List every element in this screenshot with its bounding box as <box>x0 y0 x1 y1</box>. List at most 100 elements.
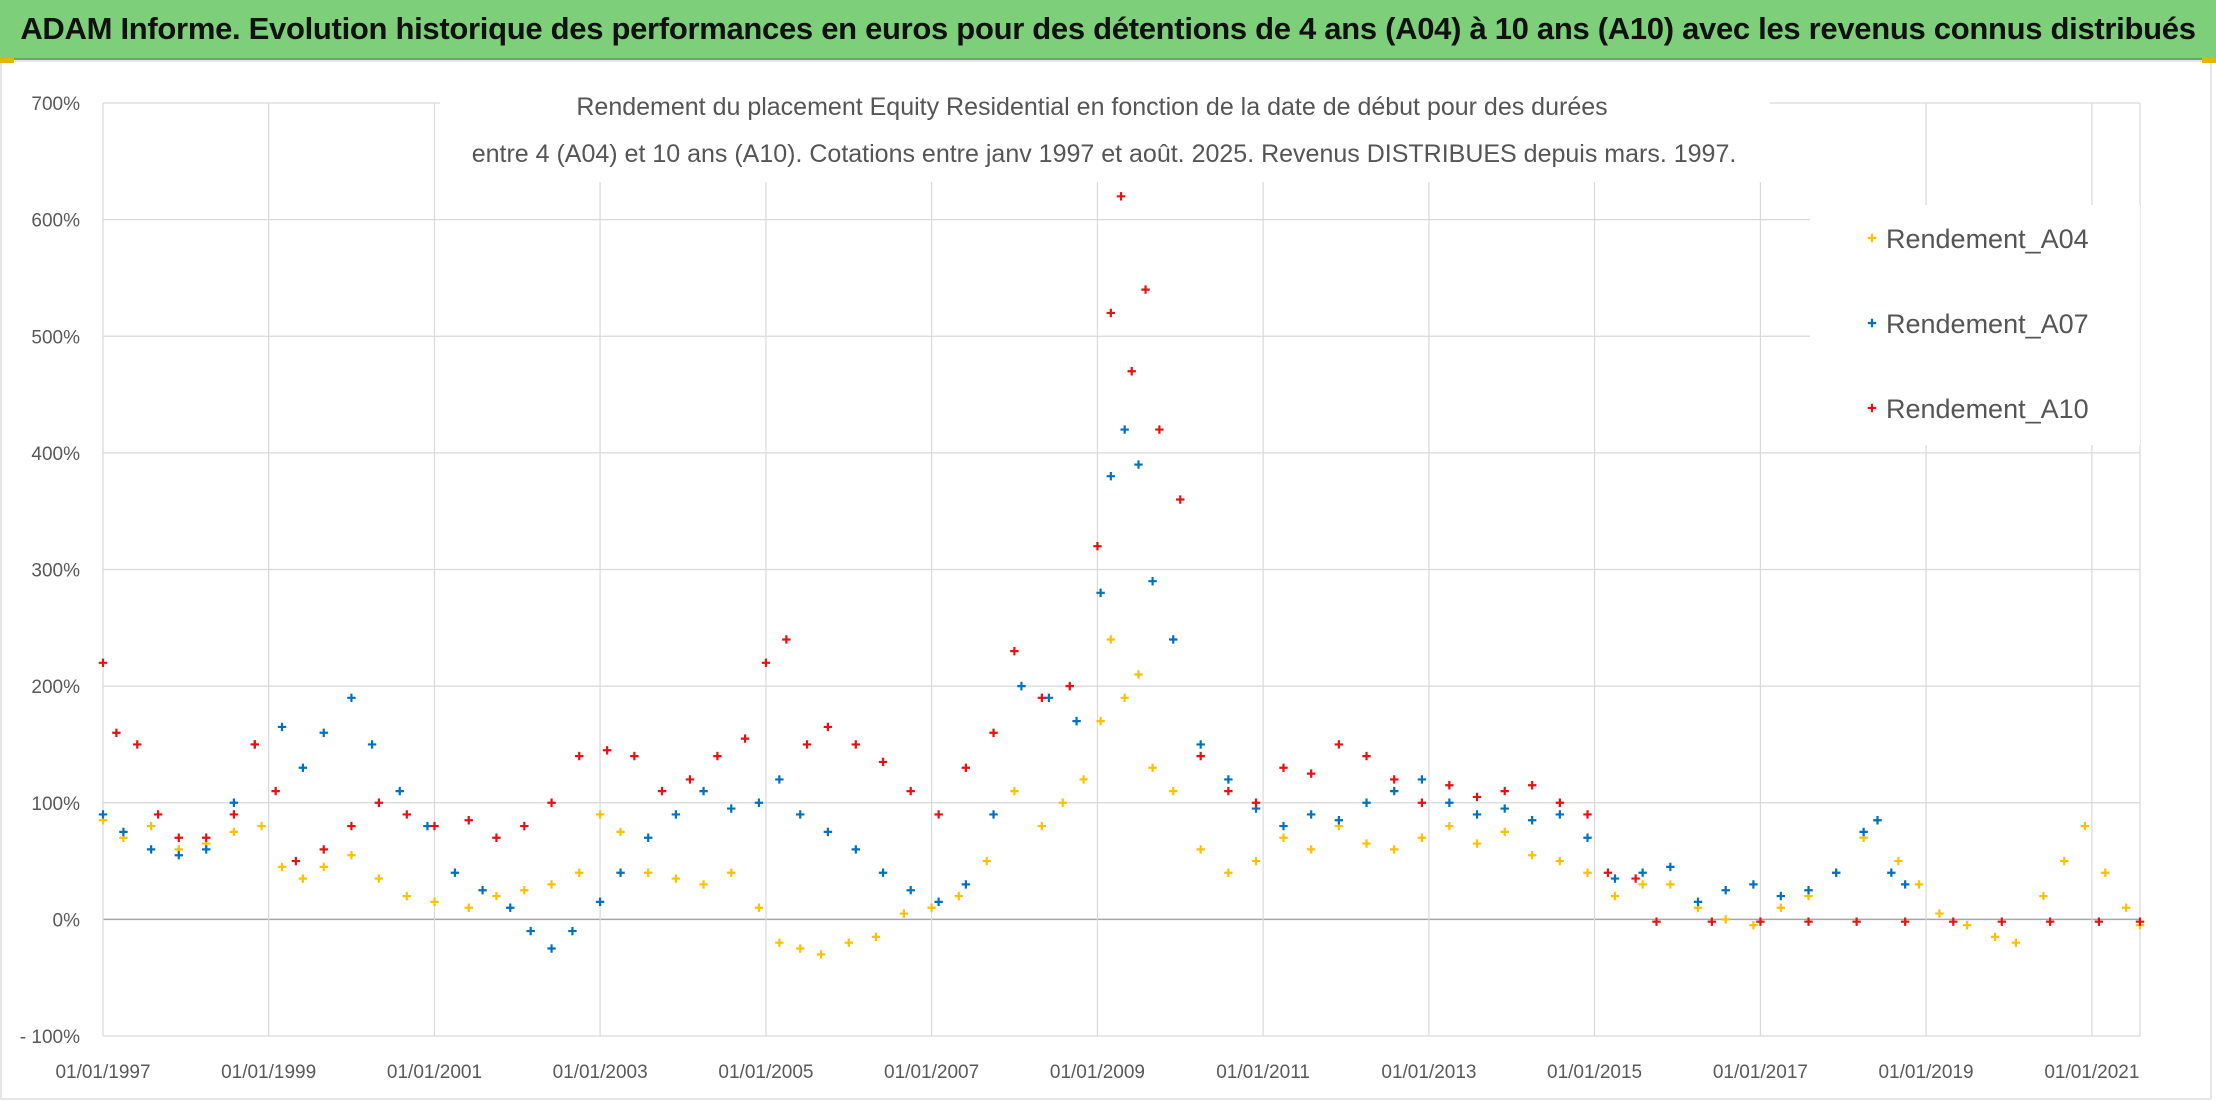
data-point <box>1106 635 1116 644</box>
data-point <box>1756 917 1765 926</box>
data-point <box>1390 845 1399 854</box>
data-point <box>1997 917 2007 926</box>
data-point <box>1776 903 1786 912</box>
data-point <box>1445 821 1454 831</box>
data-point <box>1306 845 1316 854</box>
data-point <box>1224 868 1233 877</box>
data-point <box>1096 716 1105 726</box>
x-tick-label: 01/01/1999 <box>221 1062 316 1083</box>
data-point <box>1279 763 1288 772</box>
data-point <box>347 821 356 831</box>
data-point <box>1037 693 1047 702</box>
data-point <box>575 751 584 761</box>
data-point <box>568 926 577 936</box>
data-point <box>616 827 625 837</box>
data-point <box>1120 425 1129 434</box>
data-point <box>430 821 439 831</box>
data-point <box>1500 804 1509 813</box>
data-point <box>727 804 736 813</box>
data-point <box>1472 792 1482 802</box>
data-point <box>1079 775 1088 784</box>
legend-label: Rendement_A04 <box>1886 224 2089 254</box>
data-point <box>699 786 708 796</box>
data-point <box>1196 740 1205 749</box>
data-point <box>1859 827 1868 837</box>
data-point <box>347 851 356 860</box>
data-point <box>796 810 805 819</box>
data-point <box>727 868 736 877</box>
y-tick-label: 400% <box>31 444 80 465</box>
data-point <box>1390 775 1399 784</box>
data-point <box>1093 541 1102 551</box>
data-point <box>1176 495 1185 504</box>
data-point <box>644 868 653 877</box>
data-point <box>1169 635 1178 644</box>
data-point <box>520 886 529 895</box>
data-point <box>402 891 412 901</box>
data-point <box>202 845 211 854</box>
data-point <box>1527 781 1537 790</box>
frame-corner-mark <box>2202 58 2216 63</box>
data-point <box>1116 192 1126 201</box>
data-point <box>1134 460 1143 469</box>
data-point <box>319 728 328 737</box>
data-point <box>146 845 156 854</box>
data-point <box>319 862 328 872</box>
data-point <box>657 786 667 796</box>
data-point <box>319 845 328 854</box>
data-point <box>1583 810 1592 819</box>
chart-title-background <box>440 86 1770 182</box>
data-point <box>1169 786 1178 796</box>
legend-label: Rendement_A07 <box>1886 309 2089 339</box>
data-point <box>844 938 853 947</box>
data-point <box>1417 775 1427 784</box>
data-point <box>1583 833 1592 842</box>
data-point <box>2094 917 2104 926</box>
legend-background <box>1810 205 2140 445</box>
data-point <box>202 833 211 842</box>
data-point <box>1666 880 1675 889</box>
chart-title-line-2: entre 4 (A04) et 10 ans (A10). Cotations… <box>472 140 1737 168</box>
legend: Rendement_A04 Rendement_A07 Rendement_A10 <box>1810 205 2140 445</box>
data-point <box>547 944 556 953</box>
chart-frame <box>0 60 2212 1100</box>
data-point <box>1120 693 1129 702</box>
data-point <box>934 897 943 907</box>
x-tick-label: 01/01/2017 <box>1713 1062 1808 1083</box>
data-point <box>347 693 356 702</box>
data-point <box>1555 798 1565 807</box>
data-point <box>1044 693 1054 702</box>
series-rendement-a07 <box>98 425 1910 953</box>
data-point <box>2060 856 2069 866</box>
data-point <box>1445 781 1454 790</box>
data-point <box>1306 810 1316 819</box>
y-tick-label: 200% <box>31 677 80 698</box>
data-point <box>1362 751 1371 761</box>
data-point <box>1804 917 1813 926</box>
data-point <box>989 728 998 737</box>
data-point <box>1652 917 1661 926</box>
data-point <box>492 833 501 842</box>
data-point <box>851 740 861 749</box>
data-point <box>1583 868 1592 877</box>
data-point <box>1472 839 1482 848</box>
data-point <box>1527 851 1537 860</box>
data-point <box>298 763 308 772</box>
data-point <box>1914 880 1924 889</box>
data-point <box>899 909 909 918</box>
data-point <box>1500 827 1509 837</box>
data-point <box>1390 786 1399 796</box>
data-point <box>1832 868 1841 877</box>
data-point <box>367 740 377 749</box>
data-point <box>1417 833 1427 842</box>
data-point <box>685 775 695 784</box>
x-tick-label: 01/01/2007 <box>884 1062 979 1083</box>
data-point <box>1749 921 1758 930</box>
data-point <box>1749 880 1758 889</box>
data-point <box>616 868 625 877</box>
data-point <box>492 891 501 901</box>
data-point <box>595 810 605 819</box>
data-point <box>174 833 183 842</box>
data-point <box>291 856 301 866</box>
data-point <box>1610 874 1620 883</box>
